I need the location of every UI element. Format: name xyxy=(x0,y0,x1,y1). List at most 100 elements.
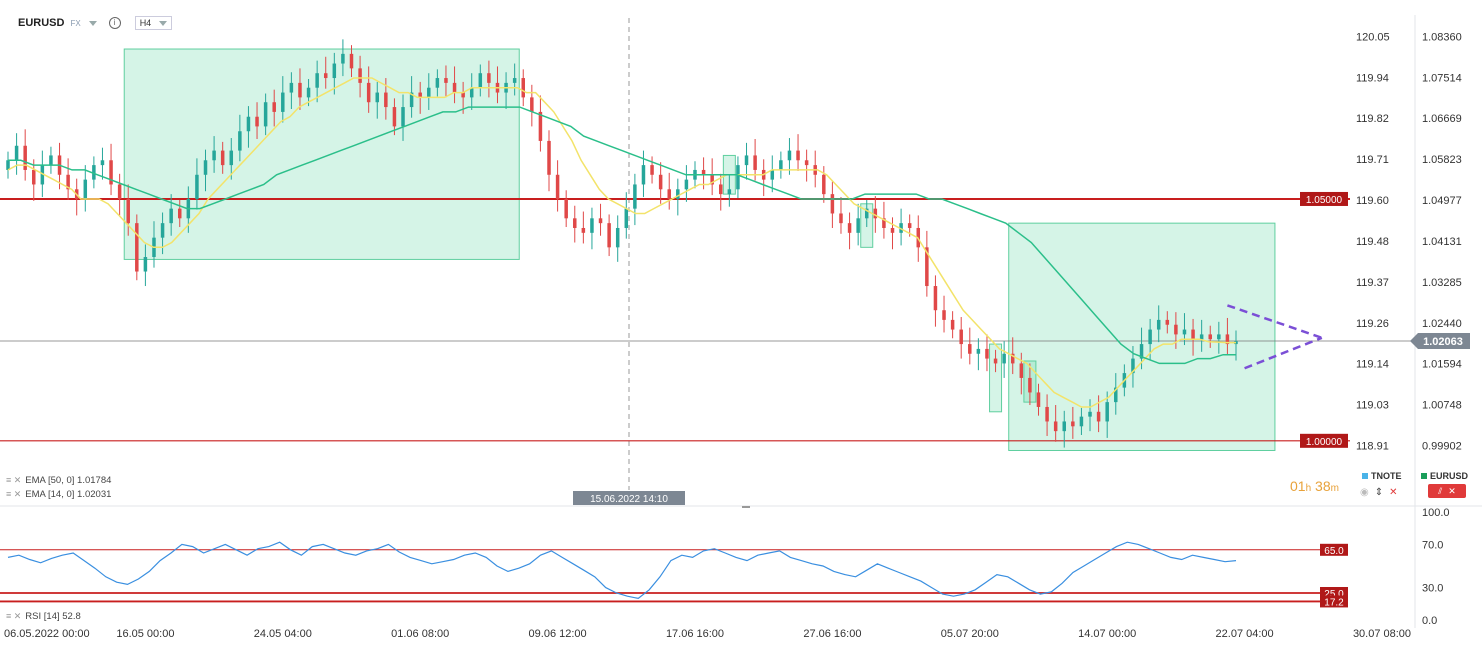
timer-minutes: 38 xyxy=(1315,478,1331,494)
time-axis-tick: 06.05.2022 00:00 xyxy=(4,628,90,640)
candle-body xyxy=(212,150,216,161)
rsi-level-label: 65.0 xyxy=(1324,546,1344,557)
candle-body xyxy=(744,155,749,166)
eurusd-controls[interactable]: ⫽ ✕ xyxy=(1428,484,1466,498)
candle-body xyxy=(787,150,792,161)
candle-body xyxy=(1096,411,1101,422)
tnote-axis-tick: 119.03 xyxy=(1356,400,1389,412)
legend-eurusd[interactable]: EURUSD xyxy=(1421,471,1468,481)
time-axis-tick: 17.06 16:00 xyxy=(666,628,724,640)
tnote-axis-tick: 119.82 xyxy=(1356,113,1389,125)
time-axis-tick: 01.06 08:00 xyxy=(391,628,449,640)
price-axis-tick: 1.06669 xyxy=(1422,113,1462,125)
candle-body xyxy=(32,169,36,185)
candle-body xyxy=(847,223,852,233)
price-axis-tick: 0.99902 xyxy=(1422,441,1462,453)
rsi-axis-tick: 70.0 xyxy=(1422,539,1443,551)
candle-body xyxy=(366,82,371,103)
info-icon[interactable]: i xyxy=(108,17,121,29)
symbol-dropdown-icon[interactable] xyxy=(88,20,97,26)
indicator-rsi[interactable]: ≡ ✕ RSI [14] 52.8 xyxy=(6,611,81,622)
candle-body xyxy=(49,155,53,166)
candle-countdown: 01h 38m xyxy=(1290,478,1339,494)
candle-body xyxy=(160,223,165,238)
candle-body xyxy=(1079,416,1084,427)
candle-body xyxy=(487,73,491,83)
timeframe-select[interactable]: H4 xyxy=(134,16,173,30)
time-axis-tick: 30.07 08:00 xyxy=(1353,628,1411,640)
candle-body xyxy=(1002,353,1006,364)
candle-body xyxy=(418,92,422,98)
timer-hours-unit: h xyxy=(1305,483,1312,494)
close-icon[interactable]: ✕ xyxy=(1389,487,1398,498)
candle-body xyxy=(993,358,998,364)
time-axis-tick: 24.05 04:00 xyxy=(254,628,312,640)
candle-body xyxy=(822,174,826,195)
candle-body xyxy=(641,165,646,185)
candle-body xyxy=(736,165,740,190)
candle-body xyxy=(839,213,843,224)
indicator-ema50[interactable]: ≡ ✕ EMA [50, 0] 1.01784 xyxy=(6,475,111,486)
candle-body xyxy=(864,208,869,219)
candle-body xyxy=(1217,334,1221,340)
time-axis-tick: 27.06 16:00 xyxy=(803,628,861,640)
indicator-menu-icon[interactable]: ≡ ✕ xyxy=(6,611,22,621)
candle-body xyxy=(332,63,337,79)
candles-icon[interactable]: ⫽ xyxy=(1438,485,1443,496)
candle-body xyxy=(392,107,397,127)
candle-body xyxy=(444,78,448,83)
rsi-axis-tick: 100.0 xyxy=(1422,507,1450,519)
tnote-swatch xyxy=(1362,473,1368,479)
candle-body xyxy=(375,92,380,103)
price-axis-tick: 1.02440 xyxy=(1422,318,1462,330)
candle-body xyxy=(384,92,388,108)
candle-body xyxy=(624,208,629,228)
candle-body xyxy=(650,165,654,175)
candle-body xyxy=(1174,324,1178,335)
candle-body xyxy=(461,92,465,98)
candle-body xyxy=(169,208,173,224)
candle-body xyxy=(753,155,757,170)
candle-body xyxy=(1182,329,1187,335)
indicator-menu-icon[interactable]: ≡ ✕ xyxy=(6,475,22,485)
candle-body xyxy=(564,198,568,219)
rsi-level-label: 17.2 xyxy=(1324,597,1344,608)
eye-icon[interactable]: ◉ xyxy=(1360,487,1369,498)
price-axis-tick: 1.07514 xyxy=(1422,72,1462,84)
candle-body xyxy=(890,227,895,233)
candle-body xyxy=(126,198,130,224)
candle-body xyxy=(547,140,551,175)
candle-body xyxy=(925,247,929,287)
candle-body xyxy=(14,145,19,161)
current-price-box xyxy=(1410,333,1470,350)
indicator-menu-icon[interactable]: ≡ ✕ xyxy=(6,489,22,499)
rsi-axis-tick: 30.0 xyxy=(1422,583,1443,595)
ema50-line xyxy=(8,106,1236,365)
candle-body xyxy=(1053,421,1058,432)
timeframe-value: H4 xyxy=(139,18,152,28)
candle-body xyxy=(177,208,182,219)
candle-body xyxy=(1088,411,1092,417)
close-icon[interactable]: ✕ xyxy=(1448,485,1456,496)
candle-body xyxy=(719,184,723,195)
tnote-axis-tick: 118.91 xyxy=(1356,441,1389,453)
legend-eurusd-label: EURUSD xyxy=(1430,471,1469,481)
candle-body xyxy=(435,78,440,88)
indicator-ema14[interactable]: ≡ ✕ EMA [14, 0] 1.02031 xyxy=(6,489,111,500)
candle-body xyxy=(985,348,989,359)
candle-body xyxy=(615,227,620,248)
candle-body xyxy=(1036,392,1041,407)
pane-resize-handle[interactable] xyxy=(742,506,750,508)
candle-body xyxy=(1131,358,1135,374)
candle-body xyxy=(1199,334,1204,340)
candle-body xyxy=(452,82,457,93)
candle-body xyxy=(1139,344,1144,359)
tnote-axis-tick: 119.71 xyxy=(1356,154,1389,166)
candle-body xyxy=(633,184,637,209)
legend-tnote[interactable]: TNOTE xyxy=(1362,471,1402,481)
sort-icon[interactable]: ⇕ xyxy=(1374,487,1384,498)
price-axis-tick: 1.00748 xyxy=(1422,400,1462,412)
symbol-name[interactable]: EURUSD xyxy=(18,17,65,29)
candle-body xyxy=(23,145,27,170)
